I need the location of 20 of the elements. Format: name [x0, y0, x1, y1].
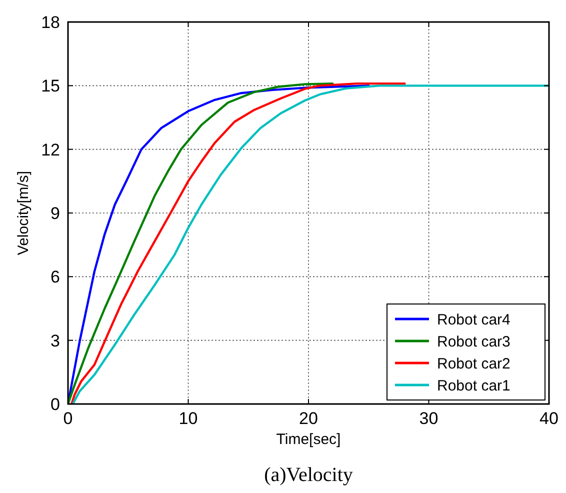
y-tick-label: 0	[50, 394, 60, 414]
x-tick-label: 0	[63, 409, 73, 428]
y-axis-title: Velocity[m/s]	[15, 170, 32, 256]
x-axis-title: Time[sec]	[276, 431, 341, 448]
x-tick-label: 30	[419, 409, 438, 428]
y-tick-label: 3	[50, 331, 60, 350]
y-tick-label: 12	[41, 140, 60, 160]
legend-label: Robot car1	[437, 377, 510, 394]
x-tick-label: 20	[299, 409, 318, 428]
legend-label: Robot car3	[437, 333, 510, 350]
text: (a)Velocity	[264, 464, 353, 486]
x-tick-label: 40	[540, 409, 558, 428]
y-tick-label: 6	[50, 268, 60, 287]
legend-label: Robot car2	[437, 355, 510, 372]
y-tick-label: 15	[41, 76, 60, 96]
x-tick-label: 10	[178, 409, 198, 428]
y-tick-label: 9	[50, 204, 60, 223]
y-tick-label: 18	[41, 12, 60, 32]
line-series	[72, 84, 549, 404]
legend-label: Robot car4	[437, 311, 510, 328]
